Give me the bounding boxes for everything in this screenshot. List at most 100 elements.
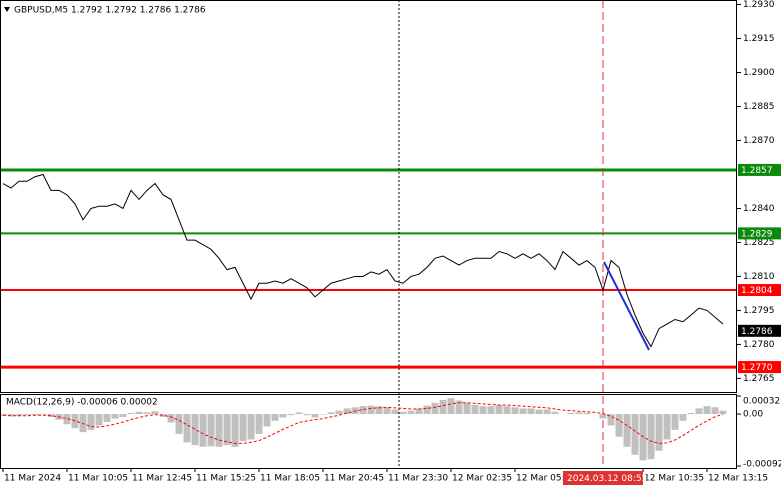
plot [0, 173, 727, 461]
macd-bar [399, 411, 407, 415]
macd-bar [127, 412, 135, 415]
macd-bar [583, 412, 591, 415]
level-label: 1.2857 [741, 166, 773, 176]
macd-bar [279, 414, 287, 418]
macd-bar [359, 406, 367, 415]
macd-bar [719, 410, 727, 415]
macd-bar [439, 399, 447, 415]
macd-bar [263, 414, 271, 427]
level-label-box [738, 361, 781, 374]
crosshair-box [563, 471, 643, 485]
macd-bar [535, 409, 543, 415]
macd-bar [23, 414, 31, 416]
macd-tick-label: -0.00092 [743, 460, 781, 470]
macd-bar [31, 414, 39, 416]
macd-bar [287, 414, 295, 416]
levels [0, 168, 737, 369]
macd-bar [655, 414, 663, 451]
macd-bar [191, 414, 199, 446]
macd-bar [175, 414, 183, 434]
y-tick-label: 1.2900 [743, 68, 775, 78]
macd-title: MACD(12,26,9) -0.00006 0.00002 [6, 398, 158, 408]
macd-bar [471, 405, 479, 415]
x-tick-label: 11 Mar 15:25 [196, 474, 256, 484]
macd-bar [295, 412, 303, 415]
y-tick-label: 1.2780 [743, 340, 775, 350]
macd-bar [631, 414, 639, 455]
macd-bar [487, 406, 495, 415]
macd-bar [479, 406, 487, 415]
level-label-box [738, 227, 781, 240]
macd-bar [623, 414, 631, 447]
crosshair-label: 2024.03.12 08:55 [567, 474, 647, 484]
macd-bar [711, 407, 719, 415]
y-tick-label: 1.2840 [743, 204, 775, 214]
level-label-box [738, 163, 781, 176]
x-tick-label: 12 Mar 13:15 [708, 474, 768, 484]
macd-bar [79, 414, 87, 433]
macd-bar [519, 408, 527, 415]
macd-bar [407, 410, 415, 415]
macd-bar [231, 414, 239, 447]
x-tick-label: 11 Mar 12:45 [132, 474, 192, 484]
last-price-box [738, 324, 781, 337]
macd-bar [271, 414, 279, 421]
macd-bar [423, 405, 431, 415]
macd-bar [671, 414, 679, 430]
macd-bar [335, 410, 343, 415]
macd-bar [687, 412, 695, 415]
macd-bar [391, 409, 399, 415]
macd-bar [143, 412, 151, 415]
macd-bar [47, 414, 55, 417]
macd-bar [663, 414, 671, 440]
macd-bar [95, 414, 103, 426]
macd-bar [607, 414, 615, 426]
x-tick-label: 12 Mar 10:35 [644, 474, 704, 484]
macd-bar [215, 414, 223, 447]
macd-bar [615, 414, 623, 437]
price-line [2, 173, 724, 348]
macd-bar [135, 411, 143, 415]
macd-frame [0, 394, 737, 469]
trend-line [603, 261, 650, 351]
y-tick-label: 1.2810 [743, 272, 775, 282]
macd-bar [119, 414, 127, 417]
y-tick-label: 1.2795 [743, 306, 775, 316]
macd-bar [367, 405, 375, 415]
y-tick-label: 1.2765 [743, 374, 775, 384]
level-label-box [738, 284, 781, 297]
macd-bar [415, 408, 423, 415]
level-label: 1.2770 [741, 363, 773, 373]
macd-bar [695, 408, 703, 415]
macd-bar [351, 407, 359, 415]
macd-bar [151, 411, 159, 415]
macd-bar [327, 412, 335, 415]
macd-bar [447, 398, 455, 415]
macd-tick-label: 0.00032 [743, 397, 780, 407]
macd-bar [703, 406, 711, 415]
macd-bar [599, 414, 607, 419]
macd-bar [183, 414, 191, 443]
macd-tick-label: 0.00 [743, 410, 763, 420]
menu-icon[interactable] [4, 7, 10, 12]
macd-bar [7, 414, 15, 417]
macd-bar [511, 407, 519, 415]
macd-bar [111, 414, 119, 419]
macd-bar [15, 414, 23, 416]
x-tick-label: 11 Mar 20:45 [324, 474, 384, 484]
macd-bar [463, 402, 471, 415]
macd-bar [159, 414, 167, 417]
macd-bar [567, 412, 575, 415]
macd-bar [647, 414, 655, 460]
level-label: 1.2829 [741, 229, 773, 239]
chart-title: GBPUSD,M5 1.2792 1.2792 1.2786 1.2786 [14, 6, 206, 16]
macd-bar [255, 414, 263, 434]
x-tick-label: 11 Mar 10:05 [68, 474, 128, 484]
y-tick-label: 1.2930 [743, 0, 775, 10]
macd-bar [247, 414, 255, 440]
macd-bar [311, 414, 319, 418]
x-tick-label: 12 Mar 02:35 [452, 474, 512, 484]
macd-bar [383, 407, 391, 415]
level-label: 1.2804 [741, 286, 773, 296]
